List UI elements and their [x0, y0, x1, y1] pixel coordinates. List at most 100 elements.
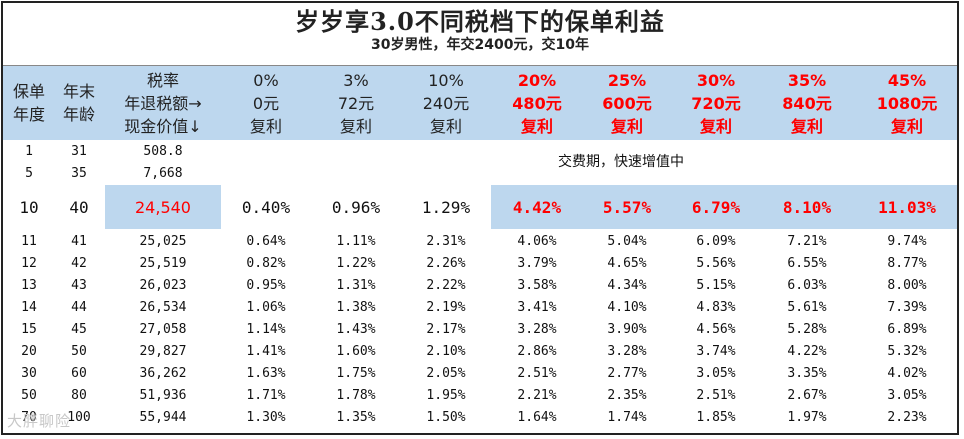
year-cell: 14 — [21, 299, 37, 315]
yield-cell: 1.78% — [336, 388, 376, 404]
yield-cell: 2.21% — [517, 388, 557, 404]
watermark: 大胖聊险 — [7, 412, 72, 430]
header-rate-refund: 720元 — [691, 93, 741, 113]
yield-cell: 3.28% — [517, 321, 557, 337]
yield-cell: 5.57% — [602, 197, 652, 217]
yield-cell: 1.11% — [336, 233, 376, 249]
table-header: 保单 年度 年末 年龄 税率 年退税额→ 现金价值↓ 0% 0元 复利 3% 72元 复利… — [3, 65, 957, 140]
header-rate-note: 复利 — [429, 116, 462, 136]
header-rate-note: 复利 — [890, 116, 923, 136]
header-rate-note: 复利 — [520, 116, 553, 136]
header-rate-3: 20% 480元 复利 — [491, 66, 583, 140]
yield-cell: 2.51% — [696, 388, 736, 404]
yield-cell: 0.96% — [331, 197, 381, 217]
yield-cell: 5.32% — [887, 344, 927, 360]
yield-cell: 1.06% — [246, 299, 286, 315]
header-rate-refund: 840元 — [782, 93, 832, 113]
cash-value-cell: 7,668 — [143, 165, 183, 181]
yield-cell: 1.29% — [421, 197, 471, 217]
yield-cell: 5.56% — [696, 255, 736, 271]
cash-value-cell: 27,058 — [139, 321, 187, 337]
yield-cell: 2.77% — [607, 366, 647, 382]
age-cell: 60 — [71, 366, 87, 382]
age-cell: 40 — [69, 197, 89, 217]
yield-cell: 2.26% — [426, 255, 466, 271]
yield-cell: 1.85% — [696, 410, 736, 426]
cash-value-cell: 26,534 — [139, 299, 187, 315]
header-rate-note: 复利 — [610, 116, 643, 136]
yield-cell: 1.35% — [336, 410, 376, 426]
age-cell: 45 — [71, 321, 87, 337]
yield-cell: 1.97% — [787, 410, 827, 426]
yield-cell: 1.60% — [336, 344, 376, 360]
yield-cell: 2.35% — [607, 388, 647, 404]
table-row: 1 31 508.8 — [3, 140, 957, 162]
yield-cell: 5.61% — [787, 299, 827, 315]
highlight-row: 10 40 24,540 0.40% 0.96% 1.29% 4.42% 5.57% 6.… — [3, 185, 957, 229]
year-cell: 30 — [21, 366, 37, 382]
header-rate-refund: 72元 — [337, 93, 375, 113]
yield-cell: 3.05% — [887, 388, 927, 404]
age-cell: 35 — [71, 165, 87, 181]
header-age: 年末 年龄 — [62, 82, 95, 124]
cash-value-cell: 25,519 — [139, 255, 187, 271]
yield-cell: 2.17% — [426, 321, 466, 337]
table-row: 20 50 29,827 1.41% 1.60% 2.10% 2.86% 3.28% 3.74%… — [3, 341, 957, 363]
yield-cell: 1.63% — [246, 366, 286, 382]
cash-value-cell: 29,827 — [139, 344, 187, 360]
header-rate-rate: 0% — [253, 70, 279, 90]
header-rate-note: 复利 — [790, 116, 823, 136]
table-row: 50 80 51,936 1.71% 1.78% 1.95% 2.21% 2.35% 2.51%… — [3, 385, 957, 407]
year-cell: 15 — [21, 321, 37, 337]
header-rate-6: 35% 840元 复利 — [761, 66, 853, 140]
header-rate-2: 10% 240元复利 — [401, 66, 491, 140]
header-rate-1: 3% 72元 复利 — [311, 66, 401, 140]
yield-cell: 1.41% — [246, 344, 286, 360]
yield-cell: 0.95% — [246, 277, 286, 293]
yield-cell: 1.31% — [336, 277, 376, 293]
year-cell: 70 — [21, 410, 37, 426]
yield-cell: 0.82% — [246, 255, 286, 271]
header-cash-value: 税率 年退税额→ 现金价值↓ — [124, 70, 202, 136]
header-rate-refund: 1080元 — [876, 93, 938, 113]
yield-cell: 1.75% — [336, 366, 376, 382]
age-cell: 44 — [71, 299, 87, 315]
yield-cell: 1.64% — [517, 410, 557, 426]
header-rate-rate: 10% — [428, 70, 464, 90]
year-cell: 50 — [21, 388, 37, 404]
yield-cell: 6.79% — [691, 197, 741, 217]
yield-cell: 2.05% — [426, 366, 466, 382]
yield-cell: 5.04% — [607, 233, 647, 249]
header-rate-0: 0% 0元 复利 — [221, 66, 311, 140]
yield-cell: 4.02% — [887, 366, 927, 382]
yield-cell: 1.14% — [246, 321, 286, 337]
yield-cell: 3.74% — [696, 344, 736, 360]
table-row: 14 44 26,534 1.06% 1.38% 2.19% 3.41% 4.10% 4.83%… — [3, 296, 957, 318]
year-cell: 5 — [25, 165, 33, 181]
yield-cell: 1.22% — [336, 255, 376, 271]
header-rate-refund: 480元 — [512, 93, 562, 113]
yield-cell: 4.42% — [512, 197, 562, 217]
rates-highlight-bg — [491, 185, 957, 229]
yield-cell: 7.21% — [787, 233, 827, 249]
yield-cell: 6.03% — [787, 277, 827, 293]
yield-cell: 1.50% — [426, 410, 466, 426]
yield-cell: 3.90% — [607, 321, 647, 337]
title-block: 岁岁享3.0不同税档下的保单利益 30岁男性，年交2400元，交10年 — [3, 3, 957, 65]
header-rate-rate: 45% — [887, 70, 927, 90]
yield-cell: 3.05% — [696, 366, 736, 382]
yield-cell: 2.22% — [426, 277, 466, 293]
cash-value-cell: 51,936 — [139, 388, 187, 404]
year-cell: 1 — [25, 143, 33, 159]
yield-cell: 2.86% — [517, 344, 557, 360]
yield-cell: 3.41% — [517, 299, 557, 315]
header-rate-refund: 240元 — [422, 93, 470, 113]
yield-cell: 2.31% — [426, 233, 466, 249]
yield-cell: 2.10% — [426, 344, 466, 360]
yield-cell: 6.89% — [887, 321, 927, 337]
yield-cell: 2.67% — [787, 388, 827, 404]
cash-value-cell: 24,540 — [135, 197, 191, 217]
yield-cell: 8.10% — [782, 197, 832, 217]
yield-cell: 1.43% — [336, 321, 376, 337]
